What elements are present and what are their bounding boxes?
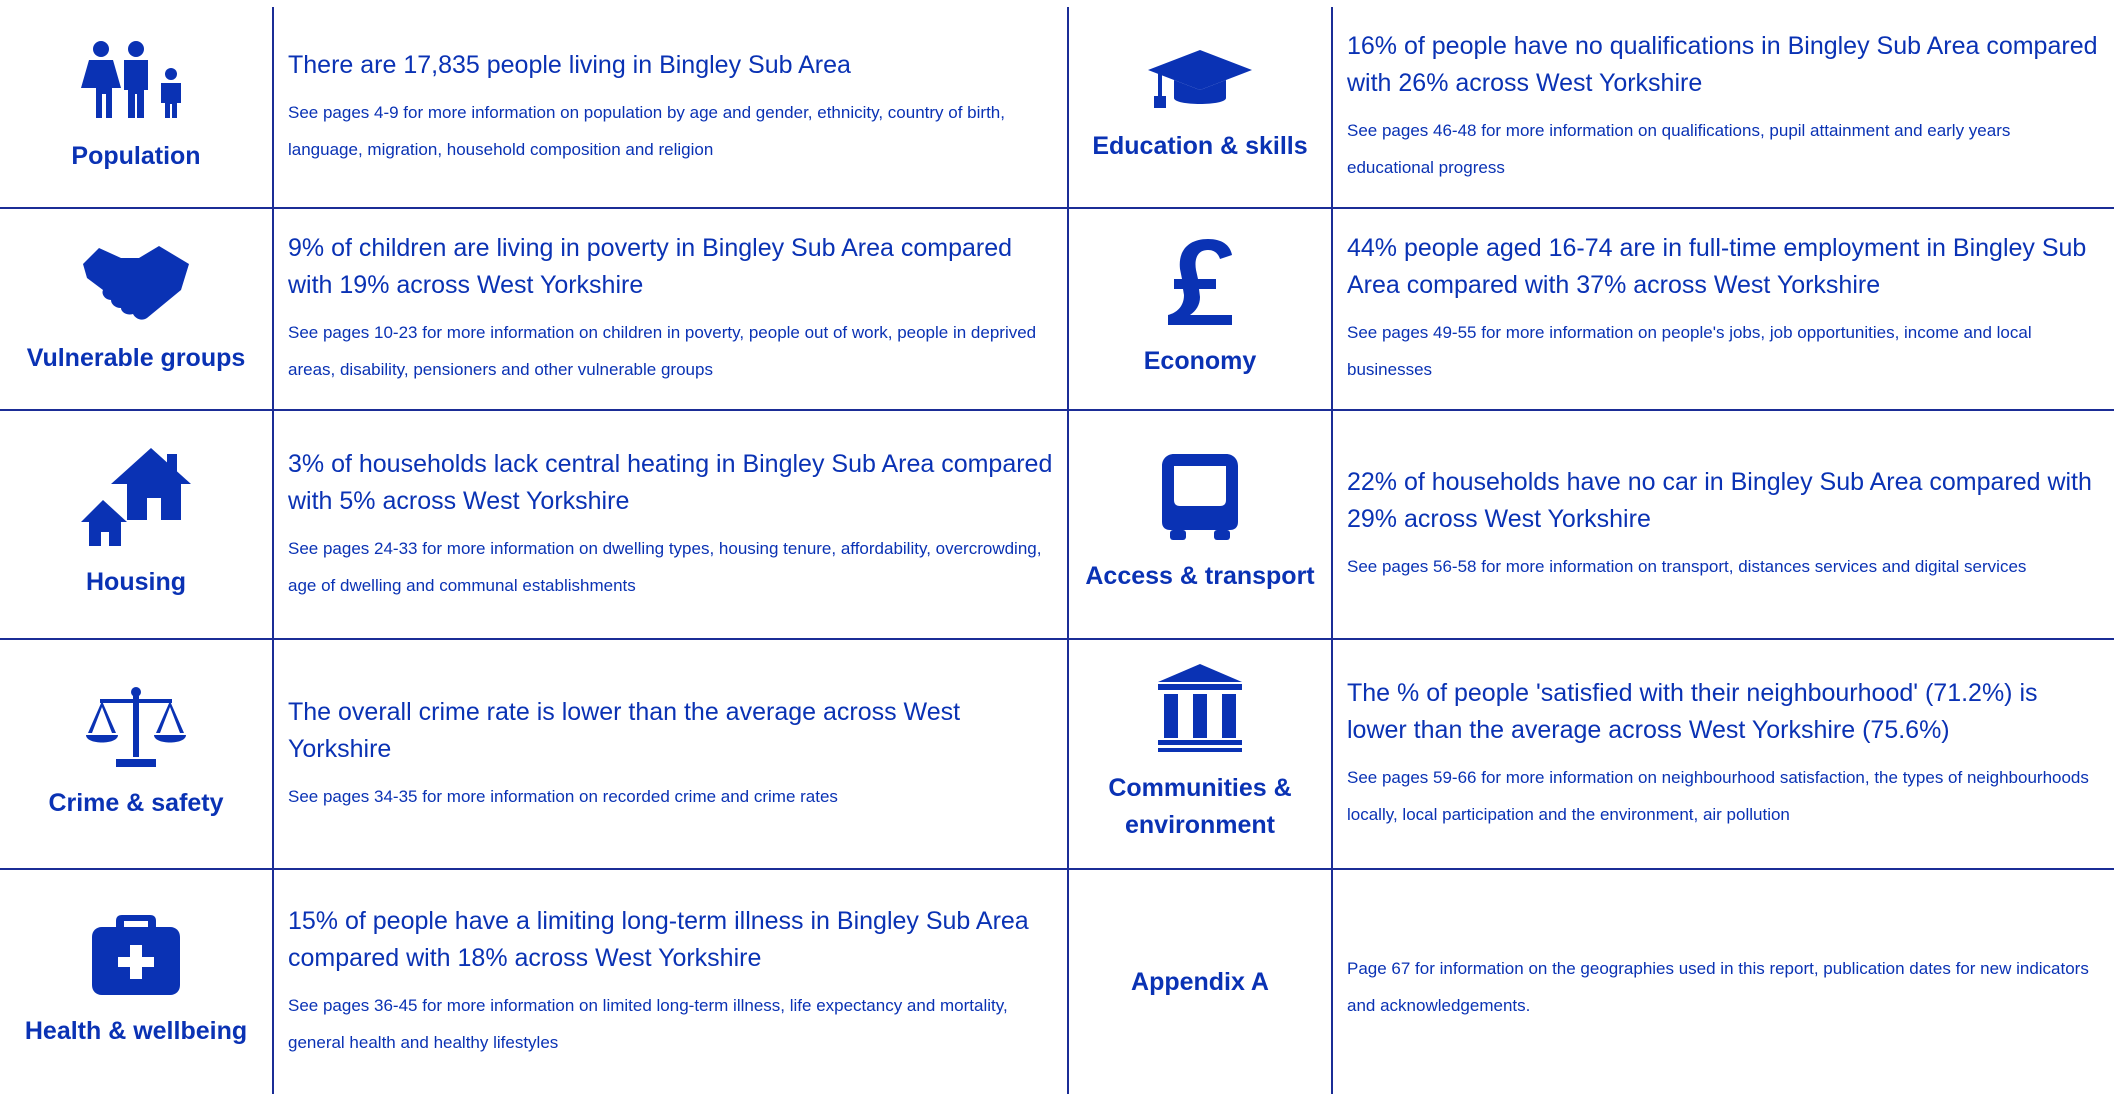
detail: See pages 49-55 for more information on …	[1347, 323, 2032, 379]
text-cell: 16% of people have no qualifications in …	[1333, 7, 2114, 209]
label-cell: Crime & safety	[0, 640, 274, 870]
label-cell: Population	[0, 7, 274, 209]
headline: 9% of children are living in poverty in …	[288, 234, 1013, 299]
label-cell: Access & transport	[1069, 411, 1333, 640]
summary-table: Population There are 17,835 people livin…	[0, 7, 2114, 1094]
detail: See pages 46-48 for more information on …	[1347, 121, 2011, 177]
pound-icon	[1168, 238, 1232, 325]
detail: See pages 36-45 for more information on …	[288, 996, 1008, 1052]
detail: See pages 56-58 for more information on …	[1347, 557, 2027, 576]
topic-label: Crime & safety	[48, 788, 224, 817]
topic-label: Access & transport	[1085, 562, 1315, 590]
education-icon	[1148, 49, 1252, 108]
label-cell: Communities & environment	[1069, 640, 1333, 870]
text-cell: The % of people 'satisfied with their ne…	[1333, 640, 2114, 870]
label-cell: Vulnerable groups	[0, 209, 274, 411]
detail: See pages 34-35 for more information on …	[288, 786, 838, 806]
text-cell: Page 67 for information on the geographi…	[1333, 870, 2114, 1094]
text-cell: 15% of people have a limiting long-term …	[274, 870, 1069, 1094]
detail: See pages 10-23 for more information on …	[288, 323, 1037, 379]
handshake-icon	[83, 245, 189, 320]
text-cell: 9% of children are living in poverty in …	[274, 209, 1069, 411]
detail: See pages 59-66 for more information on …	[1347, 768, 2089, 824]
label-cell: Housing	[0, 411, 274, 640]
label-cell: Appendix A	[1069, 870, 1333, 1094]
topic-label: Economy	[1143, 346, 1257, 375]
headline: 16% of people have no qualifications in …	[1347, 32, 2098, 97]
detail: See pages 4-9 for more information on po…	[288, 102, 1005, 159]
detail: See pages 24-33 for more information on …	[288, 538, 1042, 595]
text-cell: 3% of households lack central heating in…	[274, 411, 1069, 640]
label-cell: Health & wellbeing	[0, 870, 274, 1094]
topic-label: Communities & environment	[1108, 774, 1292, 839]
topic-label: Housing	[86, 568, 186, 596]
headline: There are 17,835 people living in Bingle…	[288, 50, 851, 79]
text-cell: The overall crime rate is lower than the…	[274, 640, 1069, 870]
topic-label: Appendix A	[1131, 967, 1269, 996]
text-cell: 22% of households have no car in Bingley…	[1333, 411, 2114, 640]
headline: The % of people 'satisfied with their ne…	[1347, 679, 2038, 744]
text-cell: 44% people aged 16-74 are in full-time e…	[1333, 209, 2114, 411]
topic-label: Education & skills	[1092, 131, 1308, 160]
bus-icon	[1162, 454, 1238, 540]
headline: The overall crime rate is lower than the…	[288, 697, 961, 763]
medical-icon	[92, 914, 180, 995]
building-icon	[1158, 664, 1242, 752]
headline: 22% of households have no car in Bingley…	[1347, 468, 2092, 533]
label-cell: Economy	[1069, 209, 1333, 411]
headline: 15% of people have a limiting long-term …	[288, 907, 1029, 972]
topic-label: Vulnerable groups	[26, 343, 246, 372]
topic-label: Health & wellbeing	[24, 1016, 248, 1045]
detail: Page 67 for information on the geographi…	[1347, 959, 2089, 1015]
population-icon	[81, 40, 181, 118]
topic-label: Population	[71, 141, 201, 170]
text-cell: There are 17,835 people living in Bingle…	[274, 7, 1069, 209]
label-cell: Education & skills	[1069, 7, 1333, 209]
headline: 3% of households lack central heating in…	[288, 449, 1053, 515]
scales-icon	[86, 686, 186, 767]
headline: 44% people aged 16-74 are in full-time e…	[1347, 234, 2087, 299]
housing-icon	[81, 448, 191, 546]
